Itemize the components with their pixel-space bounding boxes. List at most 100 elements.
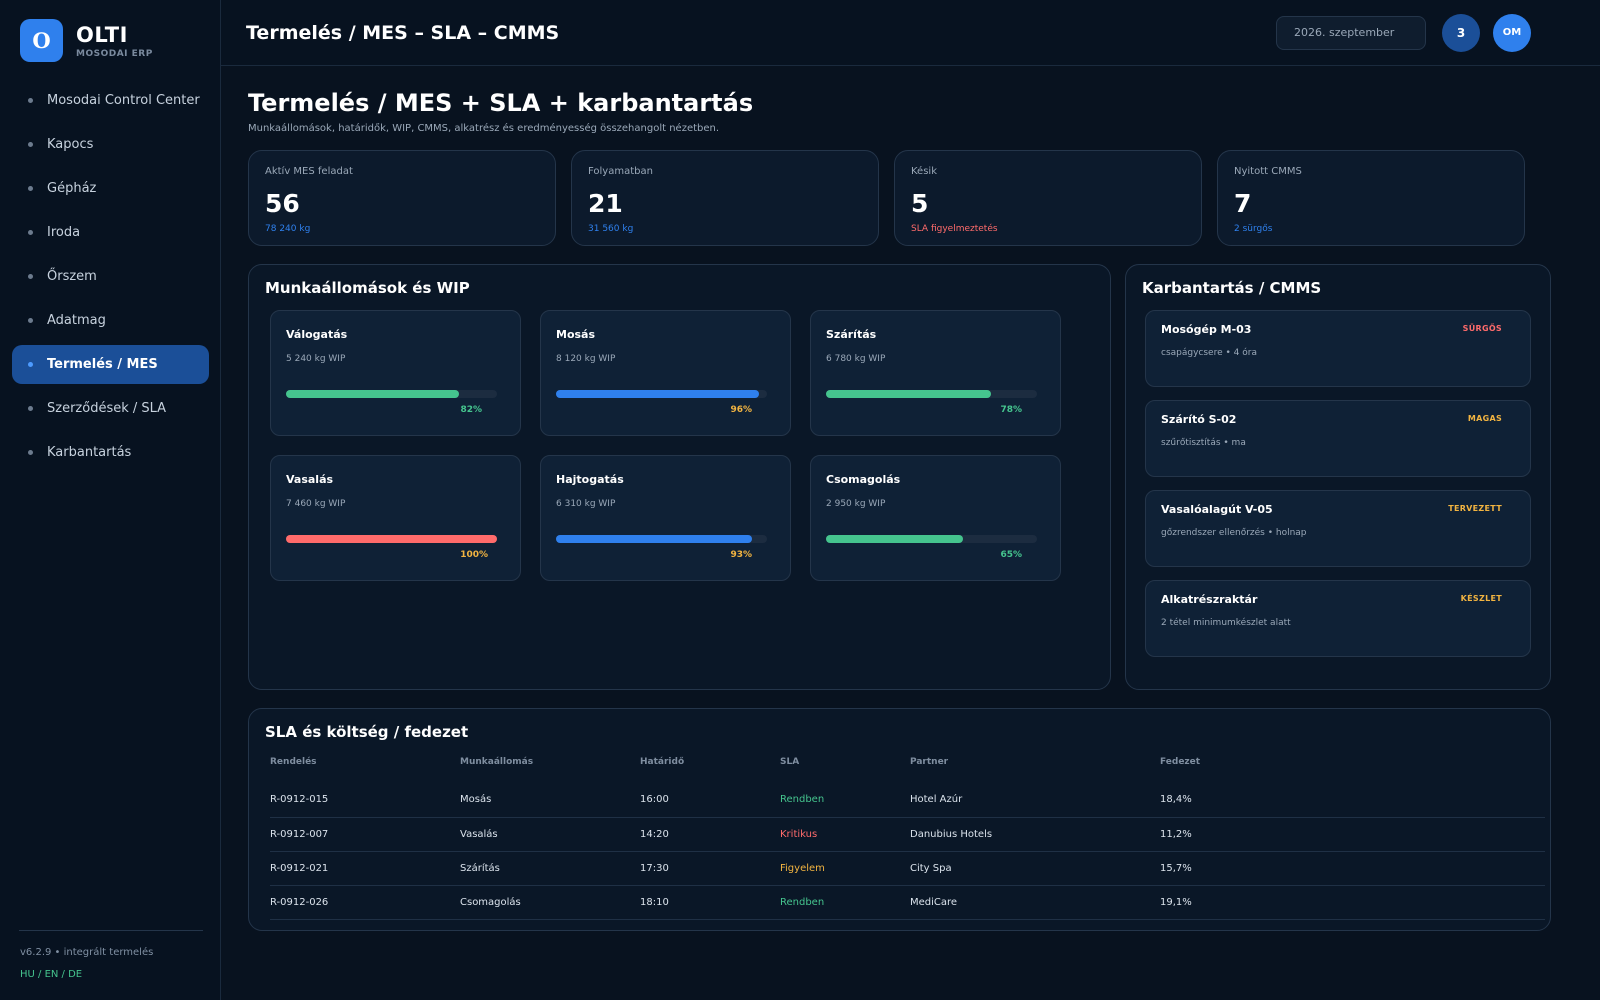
page-title: Termelés / MES + SLA + karbantartás <box>248 89 754 117</box>
kpi-label: Késik <box>911 166 937 177</box>
sidebar-item-termeles-mes[interactable]: Termelés / MES <box>12 345 209 384</box>
logo-icon: O <box>20 19 63 62</box>
sidebar-item-szerzodesek-sla[interactable]: Szerződések / SLA <box>12 389 209 428</box>
panel-title: Karbantartás / CMMS <box>1142 279 1322 297</box>
panel-title: SLA és költség / fedezet <box>265 723 469 741</box>
sidebar-item-iroda[interactable]: Iroda <box>12 213 209 252</box>
partner: MediCare <box>910 885 1160 920</box>
sidebar-nav: Mosodai Control Center Kapocs Gépház Iro… <box>12 81 209 477</box>
priority-badge: SÜRGŐS <box>1462 324 1502 333</box>
progress-fill <box>556 535 753 543</box>
progress-fill <box>826 390 991 398</box>
cmms-item-name: Alkatrészraktár <box>1161 593 1258 606</box>
kpi-card-late[interactable]: Késik 5 SLA figyelmeztetés <box>894 150 1202 246</box>
progress-percent: 100% <box>460 550 488 560</box>
bullet-icon <box>28 186 33 191</box>
table-row[interactable]: R-0912-021 Szárítás 17:30 Figyelem City … <box>270 851 1545 886</box>
column-header[interactable]: Munkaállomás <box>460 757 534 767</box>
station: Szárítás <box>460 851 640 886</box>
priority-badge: MAGAS <box>1467 414 1502 423</box>
bullet-icon <box>28 98 33 103</box>
workstation-card[interactable]: Mosás 8 120 kg WIP 96% <box>540 310 791 436</box>
language-switcher[interactable]: HU / EN / DE <box>20 969 83 980</box>
station: Csomagolás <box>460 885 640 920</box>
topbar-title: Termelés / MES – SLA – CMMS <box>246 22 560 44</box>
sidebar-item-gephaz[interactable]: Gépház <box>12 169 209 208</box>
workstation-name: Vasalás <box>286 473 334 486</box>
sidebar-item-label: Szerződések / SLA <box>47 401 167 416</box>
sidebar-item-kapocs[interactable]: Kapocs <box>12 125 209 164</box>
kpi-card-open-cmms[interactable]: Nyitott CMMS 7 2 sürgős <box>1217 150 1525 246</box>
brand-name: OLTI <box>76 22 128 47</box>
date-selector[interactable]: 2026. szeptember <box>1276 16 1426 50</box>
progress-bar <box>826 390 1037 398</box>
progress-percent: 78% <box>1000 405 1022 415</box>
cmms-item-name: Vasalóalagút V-05 <box>1161 503 1273 516</box>
workstation-card[interactable]: Hajtogatás 6 310 kg WIP 93% <box>540 455 791 581</box>
progress-fill <box>286 390 460 398</box>
table-row[interactable]: R-0912-026 Csomagolás 18:10 Rendben Medi… <box>270 885 1545 920</box>
kpi-card-in-progress[interactable]: Folyamatban 21 31 560 kg <box>571 150 879 246</box>
column-header[interactable]: Partner <box>910 757 949 767</box>
kpi-subtext: 2 sürgős <box>1234 224 1273 234</box>
sidebar-divider <box>19 930 203 931</box>
table-row[interactable]: R-0912-007 Vasalás 14:20 Kritikus Danubi… <box>270 817 1545 852</box>
sidebar-item-label: Kapocs <box>47 137 94 152</box>
sidebar-item-label: Mosodai Control Center <box>47 93 200 108</box>
station: Mosás <box>460 783 640 818</box>
sla-status: Kritikus <box>780 817 910 852</box>
workstation-name: Csomagolás <box>826 473 901 486</box>
sidebar-item-control-center[interactable]: Mosodai Control Center <box>12 81 209 120</box>
cmms-item-desc: gőzrendszer ellenőrzés • holnap <box>1161 528 1307 538</box>
station: Vasalás <box>460 817 640 852</box>
sidebar-item-label: Iroda <box>47 225 81 240</box>
column-header[interactable]: Határidő <box>640 757 685 767</box>
priority-badge: KÉSZLET <box>1460 594 1502 603</box>
column-header[interactable]: Fedezet <box>1160 757 1201 767</box>
cmms-item-desc: csapágycsere • 4 óra <box>1161 348 1257 358</box>
cmms-item-desc: szűrőtisztítás • ma <box>1161 438 1246 448</box>
notification-badge[interactable]: 3 <box>1442 14 1480 52</box>
workstation-wip: 7 460 kg WIP <box>286 499 346 509</box>
sidebar-item-karbantartas[interactable]: Karbantartás <box>12 433 209 472</box>
workstation-name: Szárítás <box>826 328 877 341</box>
margin: 19,1% <box>1160 885 1545 920</box>
cmms-item[interactable]: Mosógép M-03 SÜRGŐS csapágycsere • 4 óra <box>1145 310 1531 387</box>
workstation-card[interactable]: Csomagolás 2 950 kg WIP 65% <box>810 455 1061 581</box>
workstation-card[interactable]: Vasalás 7 460 kg WIP 100% <box>270 455 521 581</box>
kpi-card-active-mes[interactable]: Aktív MES feladat 56 78 240 kg <box>248 150 556 246</box>
column-header[interactable]: Rendelés <box>270 757 317 767</box>
kpi-value: 5 <box>911 189 929 218</box>
sidebar-item-label: Őrszem <box>47 269 97 284</box>
table-row[interactable]: R-0912-015 Mosás 16:00 Rendben Hotel Azú… <box>270 783 1545 818</box>
progress-bar <box>826 535 1037 543</box>
sla-table: Rendelés Munkaállomás Határidő SLA Partn… <box>270 749 1545 920</box>
sidebar-item-orszem[interactable]: Őrszem <box>12 257 209 296</box>
bullet-icon <box>28 274 33 279</box>
sidebar-item-label: Karbantartás <box>47 445 132 460</box>
workstation-card[interactable]: Szárítás 6 780 kg WIP 78% <box>810 310 1061 436</box>
bullet-icon <box>28 362 33 367</box>
brand[interactable]: O OLTI MOSODAI ERP <box>20 19 153 62</box>
avatar[interactable]: OM <box>1493 14 1531 52</box>
deadline: 16:00 <box>640 783 780 818</box>
margin: 18,4% <box>1160 783 1545 818</box>
cmms-item[interactable]: Szárító S-02 MAGAS szűrőtisztítás • ma <box>1145 400 1531 477</box>
table-spacer <box>270 775 1545 783</box>
bullet-icon <box>28 142 33 147</box>
column-header[interactable]: SLA <box>780 757 800 767</box>
progress-percent: 93% <box>730 550 752 560</box>
workstation-card[interactable]: Válogatás 5 240 kg WIP 82% <box>270 310 521 436</box>
table-header-row: Rendelés Munkaállomás Határidő SLA Partn… <box>270 749 1545 775</box>
progress-percent: 65% <box>1000 550 1022 560</box>
cmms-item[interactable]: Vasalóalagút V-05 TERVEZETT gőzrendszer … <box>1145 490 1531 567</box>
cmms-item[interactable]: Alkatrészraktár KÉSZLET 2 tétel minimumk… <box>1145 580 1531 657</box>
sidebar-item-adatmag[interactable]: Adatmag <box>12 301 209 340</box>
kpi-subtext: 78 240 kg <box>265 224 311 234</box>
workstation-name: Hajtogatás <box>556 473 624 486</box>
workstation-name: Mosás <box>556 328 596 341</box>
bullet-icon <box>28 318 33 323</box>
kpi-subtext: 31 560 kg <box>588 224 634 234</box>
kpi-value: 21 <box>588 189 623 218</box>
bullet-icon <box>28 230 33 235</box>
